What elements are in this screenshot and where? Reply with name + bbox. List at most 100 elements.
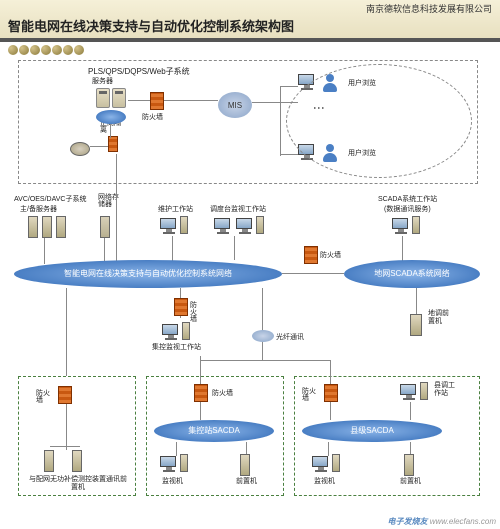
pc-tower-icon	[420, 382, 428, 400]
diagram-canvas: PLS/QPS/DQPS/Web子系统 服务器 防火墙 正向隔离 MIS 用户浏…	[0, 46, 500, 529]
county-ws-label: 县调工作站	[434, 382, 458, 397]
watermark: 电子发烧友 www.elecfans.com	[388, 516, 496, 527]
connector	[66, 288, 67, 376]
firewall-icon	[58, 386, 72, 404]
mis-icon: MIS	[218, 92, 252, 118]
scada-ws-label: SCADA系统工作站	[378, 194, 437, 204]
server-tower-icon	[28, 216, 38, 238]
watermark-brand: 电子发烧友	[388, 517, 428, 526]
monitor-icon	[214, 218, 232, 234]
router-icon	[70, 142, 90, 156]
firewall-label: 防火墙	[302, 388, 316, 402]
watermark-url: www.elecfans.com	[430, 517, 496, 526]
pc-tower-icon	[256, 216, 264, 234]
connector	[90, 146, 108, 147]
connector	[402, 236, 403, 262]
pc-tower-icon	[412, 216, 420, 234]
monitor-icon	[160, 456, 178, 472]
monitor-icon	[400, 384, 418, 400]
avc-subsys-label: AVC/OES/DAVC子系统	[14, 194, 86, 204]
connector	[416, 288, 417, 314]
firewall-icon	[174, 298, 188, 316]
avc-server-label: 主/备服务器	[20, 204, 57, 214]
scada-ws-sub-label: (数据通讯服务)	[384, 204, 431, 214]
isolation-icon	[108, 136, 118, 152]
collect-ws-label: 集控监视工作站	[152, 342, 201, 352]
header: 南京德软信息科技发展有限公司 智能电网在线决策支持与自动优化控制系统架构图	[0, 0, 500, 38]
connector	[66, 404, 67, 450]
maint-ws-label: 维护工作站	[158, 204, 193, 214]
dispatch-ws-label: 调度台监视工作站	[210, 204, 266, 214]
server-tower-icon	[42, 216, 52, 238]
company-name: 南京德软信息科技发展有限公司	[366, 2, 492, 15]
firewall-label: 防火墙	[190, 302, 202, 323]
collect-sacda-net: 集控站SACDA	[154, 420, 274, 442]
connector	[104, 238, 105, 262]
server-tower-icon	[72, 450, 82, 472]
monitor-icon	[392, 218, 410, 234]
fiber-icon	[252, 330, 274, 342]
connector	[128, 100, 150, 101]
server-tower-icon	[56, 216, 66, 238]
connector	[410, 402, 411, 420]
server-icon	[112, 88, 126, 108]
monitor-icon	[236, 218, 254, 234]
connector	[330, 402, 331, 420]
monitor-icon	[312, 456, 330, 472]
pc-tower-icon	[180, 454, 188, 472]
front-machine-icon	[404, 454, 414, 476]
pc-tower-icon	[332, 454, 340, 472]
front-machine-icon	[240, 454, 250, 476]
storage-label: 网络存储器	[98, 194, 122, 208]
connector	[282, 273, 344, 274]
diagram-title: 智能电网在线决策支持与自动优化控制系统架构图	[8, 16, 492, 35]
connector	[44, 238, 45, 264]
connector	[280, 86, 298, 87]
server-icon	[96, 88, 110, 108]
front-label: 前置机	[400, 476, 421, 486]
connector	[330, 360, 331, 384]
monitor-icon	[162, 324, 180, 340]
connector	[172, 236, 173, 262]
bottom-left-label: 与配网无功补偿测控装置通讯前置机	[26, 476, 130, 491]
firewall-icon	[150, 92, 164, 110]
front-machine-icon	[410, 314, 422, 336]
connector	[200, 360, 330, 361]
connector	[234, 236, 235, 260]
front-label: 前置机	[236, 476, 257, 486]
firewall-label: 防火墙	[320, 250, 341, 260]
monitor-icon	[160, 218, 178, 234]
fiber-label: 光纤通讯	[276, 332, 304, 342]
firewall-icon	[194, 384, 208, 402]
main-net-label: 智能电网在线决策支持与自动优化控制系统网络	[64, 270, 232, 279]
collect-sacda-label: 集控站SACDA	[188, 427, 240, 436]
users-oval	[286, 64, 472, 178]
firewall-icon	[324, 384, 338, 402]
monitor-label: 监视机	[314, 476, 335, 486]
server-tower-icon	[44, 450, 54, 472]
firewall-label: 防火墙	[36, 390, 50, 404]
county-sacda-net: 县级SACDA	[302, 420, 442, 442]
storage-icon	[100, 216, 110, 238]
mis-label: MIS	[228, 101, 242, 110]
connector	[50, 446, 80, 447]
firewall-label: 防火墙	[142, 112, 163, 122]
connector	[280, 86, 281, 156]
front-label: 地调前置机	[428, 310, 452, 325]
monitor-label: 监视机	[162, 476, 183, 486]
firewall-label: 防火墙	[212, 388, 233, 398]
connector	[200, 402, 201, 420]
connector	[164, 100, 218, 101]
server-label: 服务器	[92, 76, 113, 86]
connector	[280, 154, 298, 155]
connector	[328, 442, 329, 456]
county-sacda-label: 县级SACDA	[350, 427, 394, 436]
scada-net-label: 地网SCADA系统网络	[374, 270, 450, 279]
pc-tower-icon	[180, 216, 188, 234]
small-net-icon	[96, 110, 126, 124]
main-network: 智能电网在线决策支持与自动优化控制系统网络	[14, 260, 282, 288]
connector	[262, 342, 263, 360]
scada-network: 地网SCADA系统网络	[344, 260, 480, 288]
connector	[110, 124, 111, 138]
connector	[176, 442, 177, 456]
